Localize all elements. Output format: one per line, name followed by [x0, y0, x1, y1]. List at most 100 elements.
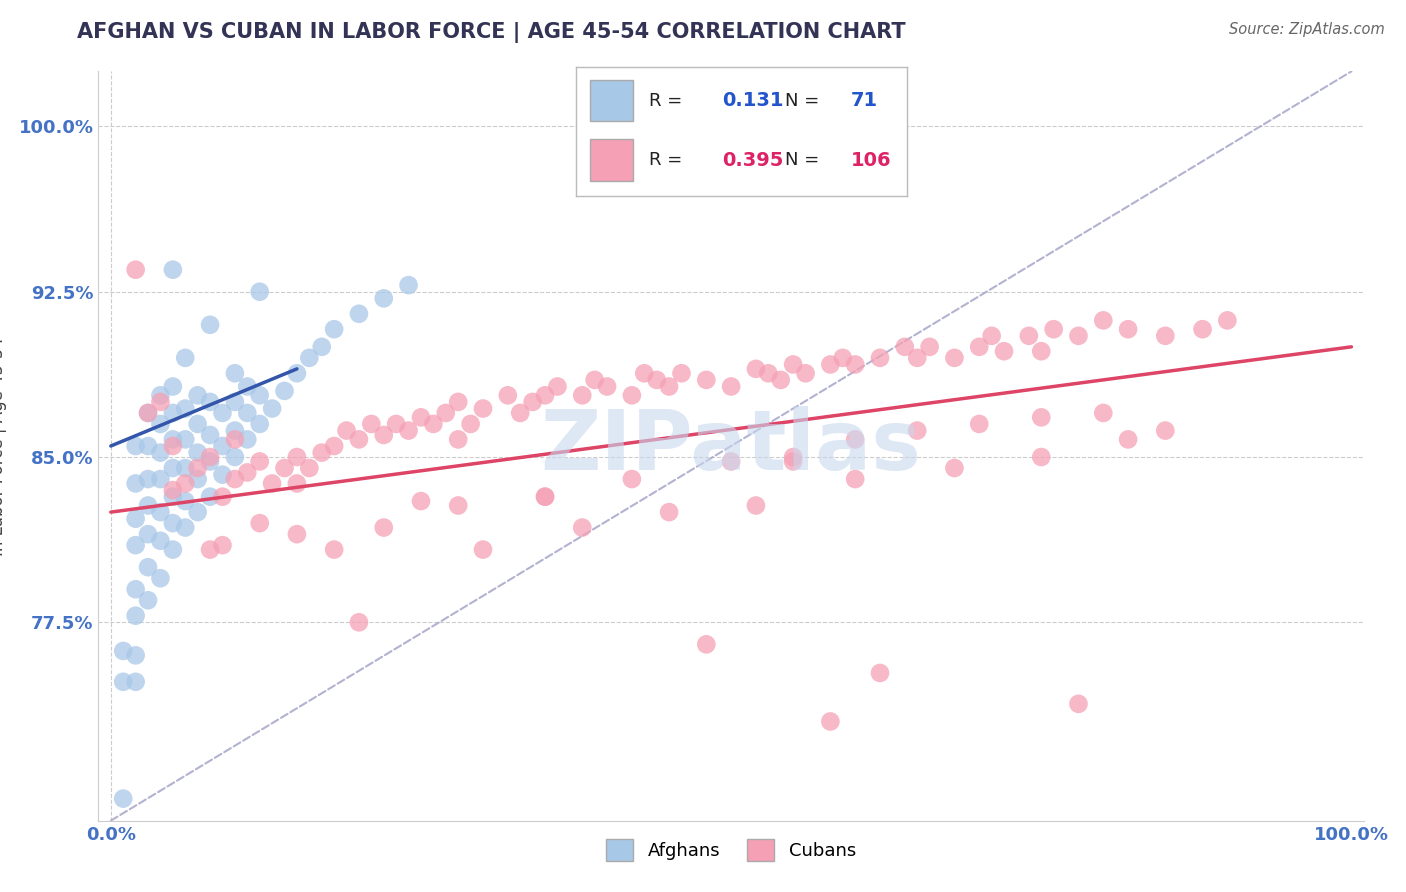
- Point: [905, 351, 928, 365]
- FancyBboxPatch shape: [589, 79, 633, 121]
- Point: [794, 366, 817, 380]
- Point: [967, 417, 990, 431]
- Point: [174, 401, 197, 416]
- Point: [211, 538, 233, 552]
- Y-axis label: In Labor Force | Age 45-54: In Labor Force | Age 45-54: [0, 336, 7, 556]
- Point: [236, 433, 259, 447]
- Point: [1191, 322, 1213, 336]
- Point: [447, 499, 470, 513]
- Point: [249, 454, 271, 468]
- Point: [434, 406, 457, 420]
- Point: [298, 461, 321, 475]
- Point: [249, 388, 271, 402]
- Point: [211, 406, 233, 420]
- Point: [671, 366, 693, 380]
- Point: [236, 466, 259, 480]
- Point: [695, 373, 717, 387]
- Text: 0.395: 0.395: [721, 151, 783, 169]
- Point: [136, 499, 159, 513]
- Text: Source: ZipAtlas.com: Source: ZipAtlas.com: [1229, 22, 1385, 37]
- Point: [124, 648, 146, 663]
- Point: [236, 406, 259, 420]
- Point: [534, 490, 557, 504]
- Point: [174, 351, 197, 365]
- Point: [745, 362, 768, 376]
- Point: [124, 582, 146, 597]
- Point: [162, 483, 184, 497]
- Text: N =: N =: [785, 92, 818, 110]
- Point: [211, 439, 233, 453]
- Point: [820, 358, 842, 372]
- Point: [943, 351, 966, 365]
- Point: [918, 340, 941, 354]
- Point: [633, 366, 655, 380]
- Point: [124, 476, 146, 491]
- Point: [546, 379, 568, 393]
- Point: [1031, 344, 1053, 359]
- Point: [224, 366, 246, 380]
- Point: [1216, 313, 1239, 327]
- Point: [1092, 406, 1115, 420]
- Point: [347, 433, 370, 447]
- Point: [720, 454, 742, 468]
- Point: [136, 527, 159, 541]
- Point: [1092, 313, 1115, 327]
- Point: [273, 461, 295, 475]
- Point: [769, 373, 792, 387]
- Point: [831, 351, 853, 365]
- Point: [745, 499, 768, 513]
- Point: [844, 433, 866, 447]
- Point: [124, 608, 146, 623]
- Point: [112, 674, 135, 689]
- Point: [162, 542, 184, 557]
- Point: [112, 791, 135, 805]
- Point: [249, 417, 271, 431]
- Legend: Afghans, Cubans: Afghans, Cubans: [599, 831, 863, 868]
- Point: [373, 291, 395, 305]
- Point: [198, 450, 221, 464]
- Point: [409, 494, 432, 508]
- Point: [373, 428, 395, 442]
- Point: [335, 424, 357, 438]
- Point: [174, 520, 197, 534]
- Point: [1067, 328, 1090, 343]
- Point: [522, 395, 544, 409]
- Point: [1031, 410, 1053, 425]
- Point: [224, 424, 246, 438]
- Point: [323, 439, 346, 453]
- Point: [782, 450, 804, 464]
- Point: [756, 366, 779, 380]
- Point: [596, 379, 619, 393]
- Point: [187, 388, 209, 402]
- Point: [124, 538, 146, 552]
- Point: [323, 542, 346, 557]
- Point: [943, 461, 966, 475]
- Text: 106: 106: [851, 151, 891, 169]
- Point: [311, 340, 333, 354]
- Point: [112, 644, 135, 658]
- Point: [472, 542, 495, 557]
- Point: [211, 490, 233, 504]
- Point: [162, 490, 184, 504]
- Point: [1116, 322, 1139, 336]
- Point: [298, 351, 321, 365]
- Point: [373, 520, 395, 534]
- Point: [472, 401, 495, 416]
- Point: [844, 472, 866, 486]
- Point: [311, 445, 333, 459]
- Point: [162, 379, 184, 393]
- Point: [409, 410, 432, 425]
- Point: [187, 417, 209, 431]
- Point: [174, 461, 197, 475]
- Point: [496, 388, 519, 402]
- Point: [136, 406, 159, 420]
- Point: [198, 490, 221, 504]
- Point: [1042, 322, 1064, 336]
- Point: [162, 406, 184, 420]
- Point: [149, 445, 172, 459]
- Point: [720, 379, 742, 393]
- Point: [149, 395, 172, 409]
- Point: [583, 373, 606, 387]
- Point: [620, 472, 643, 486]
- Point: [782, 454, 804, 468]
